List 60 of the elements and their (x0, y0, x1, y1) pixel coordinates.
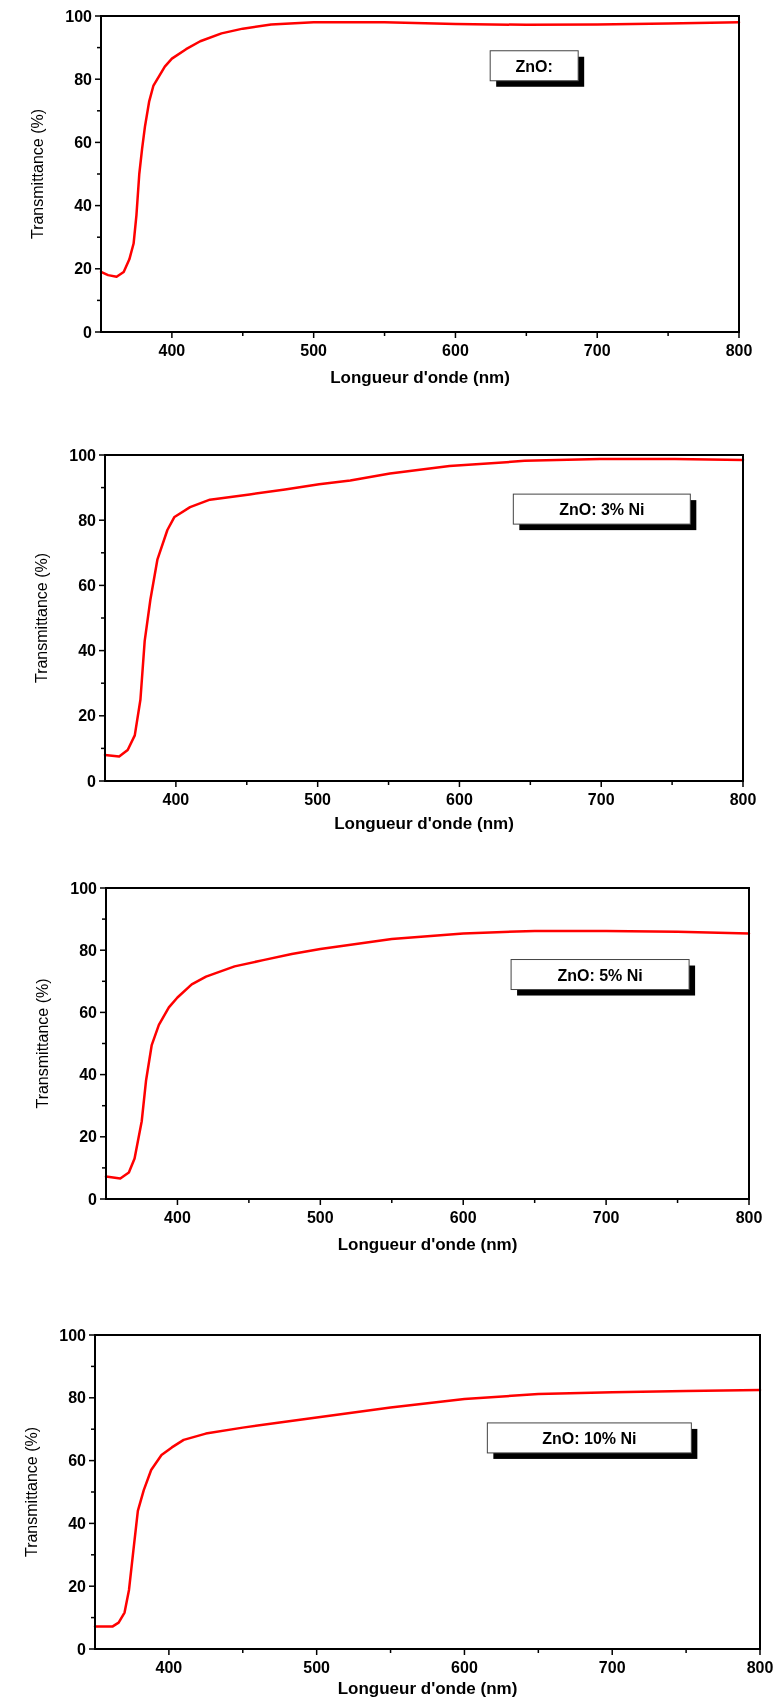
y-tick-label: 0 (83, 323, 93, 341)
y-tick-label: 20 (79, 1128, 98, 1146)
x-tick-label: 800 (746, 1659, 774, 1676)
y-axis-title: Transmittance (%) (34, 978, 51, 1109)
x-tick-label: 500 (304, 791, 332, 808)
x-tick-label: 600 (442, 342, 469, 359)
y-tick-label: 100 (65, 7, 93, 25)
y-tick-label: 0 (77, 1640, 87, 1658)
x-tick-label: 800 (725, 342, 753, 359)
y-tick-label: 80 (68, 1389, 87, 1407)
x-axis-title: Longueur d'onde (nm) (330, 368, 510, 387)
x-tick-label: 500 (300, 342, 328, 359)
y-tick-label: 40 (79, 1066, 98, 1084)
x-tick-label: 500 (303, 1659, 331, 1676)
x-tick-label: 700 (592, 1209, 620, 1226)
annotation: ZnO: 10% Ni (542, 1429, 637, 1447)
y-tick-label: 0 (87, 772, 97, 790)
y-tick-label: 40 (78, 642, 97, 660)
x-tick-label: 400 (155, 1659, 183, 1676)
x-tick-label: 600 (449, 1209, 477, 1226)
y-tick-label: 40 (68, 1515, 87, 1532)
y-tick-label: 80 (78, 511, 97, 529)
annotation: ZnO: 5% Ni (557, 966, 643, 984)
y-tick-label: 80 (79, 941, 98, 959)
annotation: ZnO: 3% Ni (559, 501, 645, 519)
line-series (93, 1388, 762, 1628)
line-series (104, 929, 751, 1180)
x-tick-label: 500 (306, 1209, 334, 1226)
y-tick-label: 100 (59, 1326, 87, 1344)
x-tick-label: 800 (735, 1209, 763, 1226)
y-axis-title: Transmittance (%) (29, 108, 46, 240)
x-tick-label: 600 (446, 791, 473, 808)
x-tick-label: 400 (164, 1209, 191, 1226)
line-series (99, 21, 741, 278)
x-tick-label: 700 (598, 1659, 626, 1676)
x-tick-label: 600 (451, 1659, 478, 1676)
x-tick-label: 700 (587, 791, 615, 808)
x-tick-label: 800 (729, 791, 757, 808)
y-tick-label: 20 (68, 1577, 87, 1595)
y-tick-label: 100 (70, 879, 98, 897)
x-axis-title: Longueur d'onde (nm) (337, 1235, 518, 1254)
y-tick-label: 60 (68, 1452, 87, 1470)
y-axis-title: Transmittance (%) (23, 1426, 40, 1558)
y-tick-label: 80 (74, 70, 93, 88)
x-tick-label: 700 (583, 342, 611, 359)
y-tick-label: 40 (74, 197, 93, 215)
line-series (103, 457, 745, 758)
x-tick-label: 400 (158, 342, 186, 359)
y-tick-label: 60 (79, 1004, 98, 1021)
y-tick-label: 0 (88, 1190, 98, 1208)
x-axis-title: Longueur d'onde (nm) (334, 814, 514, 833)
y-tick-label: 60 (74, 134, 93, 151)
y-tick-label: 60 (78, 577, 97, 594)
y-tick-label: 20 (78, 707, 97, 725)
x-tick-label: 400 (162, 791, 190, 808)
x-axis-title: Longueur d'onde (nm) (337, 1679, 518, 1698)
y-axis-title: Transmittance (%) (33, 552, 50, 684)
y-tick-label: 20 (74, 260, 93, 278)
annotation: ZnO: (515, 57, 553, 75)
y-tick-label: 100 (69, 446, 97, 464)
